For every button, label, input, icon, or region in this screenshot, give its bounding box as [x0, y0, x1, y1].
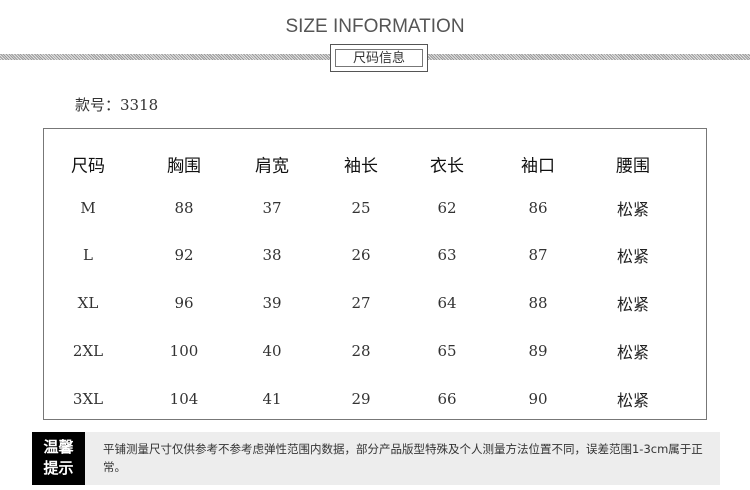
table-cell: 27 — [351, 294, 371, 312]
column-header: 胸围 — [167, 156, 201, 177]
table-cell: 松紧 — [616, 343, 650, 362]
subtitle-box: 尺码信息 — [330, 44, 428, 72]
table-cell: 88 — [528, 294, 548, 312]
table-cell: 87 — [528, 246, 548, 264]
table-cell: 40 — [262, 342, 282, 360]
table-cell: 89 — [528, 342, 548, 360]
table-cell: 37 — [262, 199, 282, 217]
table-cell: 松紧 — [616, 391, 650, 410]
table-cell: 3XL — [72, 390, 104, 408]
table-cell: 96 — [174, 294, 194, 312]
notice-label: 提示 — [43, 459, 74, 477]
table-cell: 100 — [169, 342, 199, 360]
column-header: 腰围 — [616, 156, 650, 177]
table-cell: 65 — [437, 342, 457, 360]
table-cell: 28 — [351, 342, 371, 360]
notice-text: 平铺测量尺寸仅供参考不参考虑弹性范围内数据，部分产品版型特殊及个人测量方法位置不… — [103, 442, 703, 474]
table-cell: XL — [77, 294, 99, 312]
table-cell: 39 — [262, 294, 282, 312]
table-cell: 2XL — [72, 342, 104, 360]
table-cell: 松紧 — [616, 200, 650, 219]
notice-badge: 温馨 提示 — [32, 432, 85, 485]
column-header: 肩宽 — [255, 156, 289, 177]
divider-right — [428, 54, 750, 60]
subtitle: 尺码信息 — [335, 49, 423, 67]
table-cell: 62 — [437, 199, 457, 217]
table-cell: 松紧 — [616, 295, 650, 314]
table-cell: 66 — [437, 390, 457, 408]
column-header: 袖口 — [521, 156, 555, 177]
table-cell: 29 — [351, 390, 371, 408]
section-title: SIZE INFORMATION — [285, 16, 465, 37]
table-cell: 26 — [351, 246, 371, 264]
table-cell: 88 — [174, 199, 194, 217]
table-cell: 64 — [437, 294, 457, 312]
table-cell: 41 — [262, 390, 282, 408]
table-cell: 63 — [437, 246, 457, 264]
notice-label: 温馨 — [43, 438, 74, 456]
table-cell: M — [80, 199, 96, 217]
table-cell: L — [83, 246, 93, 264]
notice-bar: 温馨提示 平铺测量尺寸仅供参考不参考虑弹性范围内数据，部分产品版型特殊及个人测量… — [32, 432, 720, 485]
size-table: 尺码 胸围 肩宽 袖长 衣长 袖口 腰围 M 88 37 25 62 86 松紧 L 92 38 26 63 87 松紧… — [43, 128, 707, 420]
table-cell: 25 — [351, 199, 371, 217]
style-number: 款号：3318 — [75, 96, 159, 114]
divider-left — [0, 54, 330, 60]
column-header: 衣长 — [430, 156, 464, 177]
column-header: 袖长 — [344, 156, 378, 177]
table-cell: 松紧 — [616, 247, 650, 266]
table-cell: 86 — [528, 199, 548, 217]
table-cell: 104 — [169, 390, 199, 408]
table-cell: 92 — [174, 246, 194, 264]
table-cell: 90 — [528, 390, 548, 408]
column-header: 尺码 — [71, 156, 105, 177]
table-cell: 38 — [262, 246, 282, 264]
